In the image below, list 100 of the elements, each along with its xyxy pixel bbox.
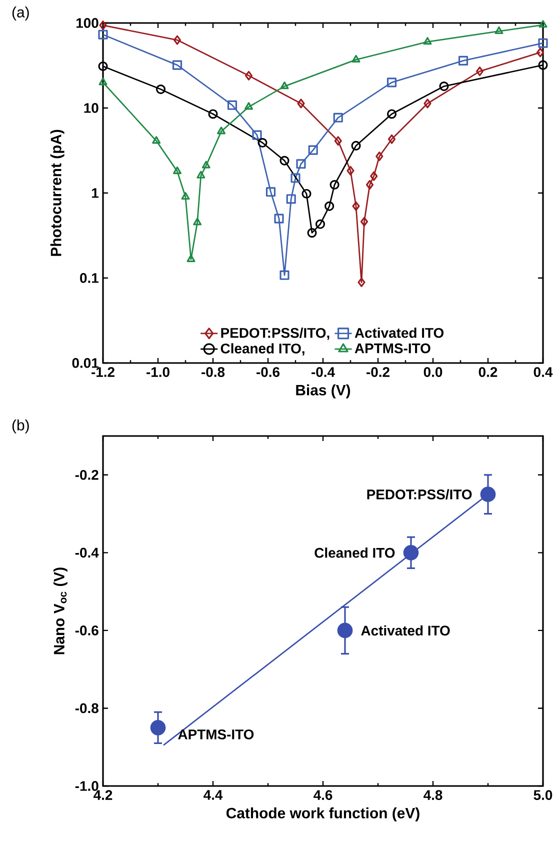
point bbox=[538, 38, 548, 48]
point bbox=[99, 20, 107, 30]
point bbox=[302, 188, 312, 199]
point bbox=[280, 156, 290, 166]
point bbox=[152, 136, 161, 144]
x-tick-label: 0.0 bbox=[424, 367, 442, 377]
point bbox=[156, 84, 166, 94]
point bbox=[388, 134, 396, 144]
point bbox=[196, 170, 206, 178]
point bbox=[458, 56, 468, 66]
y-axis-title: Nano V$_{oc}$ (V) bbox=[53, 568, 68, 654]
point bbox=[337, 622, 353, 638]
x-tick-label: 4.8 bbox=[424, 790, 442, 800]
point bbox=[98, 61, 108, 72]
point bbox=[424, 98, 432, 108]
legend-label: PEDOT:PSS/ITO, bbox=[221, 328, 330, 340]
y-tick-label: 0.1 bbox=[80, 273, 98, 283]
point bbox=[476, 66, 484, 76]
point bbox=[360, 216, 368, 226]
point bbox=[290, 173, 300, 183]
annotation: Cleaned ITO bbox=[314, 548, 395, 558]
point bbox=[403, 544, 419, 560]
point bbox=[227, 100, 238, 110]
y-tick-label: -0.2 bbox=[75, 470, 98, 480]
point bbox=[173, 35, 182, 45]
point bbox=[173, 166, 182, 174]
point bbox=[307, 228, 317, 238]
y-tick-label: -0.4 bbox=[75, 548, 99, 558]
point bbox=[386, 109, 397, 119]
x-tick-label: 5.0 bbox=[534, 790, 552, 800]
point bbox=[297, 98, 305, 108]
point bbox=[358, 278, 366, 288]
point bbox=[172, 60, 182, 70]
point bbox=[202, 160, 210, 168]
x-tick-label: 4.2 bbox=[94, 790, 112, 800]
point bbox=[274, 214, 284, 224]
point bbox=[334, 136, 342, 146]
point bbox=[315, 219, 326, 229]
x-tick-label: -0.6 bbox=[256, 367, 280, 377]
y-tick-label: 10 bbox=[84, 103, 98, 113]
point bbox=[280, 82, 289, 90]
point bbox=[186, 254, 196, 262]
point bbox=[98, 30, 108, 40]
y-tick-label: -1.0 bbox=[75, 781, 98, 791]
annotation: PEDOT:PSS/ITO bbox=[367, 489, 472, 500]
x-tick-label: -1.2 bbox=[92, 367, 114, 377]
point bbox=[252, 130, 262, 140]
point bbox=[280, 270, 290, 280]
x-tick-label: -0.2 bbox=[366, 367, 390, 377]
y-tick-label: 0.01 bbox=[72, 358, 98, 368]
y-tick-label: 100 bbox=[76, 18, 98, 28]
point bbox=[352, 201, 360, 211]
point bbox=[480, 486, 496, 502]
point bbox=[494, 26, 504, 34]
point bbox=[351, 140, 361, 150]
x-tick-label: -0.4 bbox=[312, 367, 335, 377]
point bbox=[308, 145, 318, 155]
legend-label: APTMS-ITO bbox=[354, 343, 430, 354]
x-tick-label: -0.8 bbox=[202, 367, 225, 377]
point bbox=[98, 78, 108, 86]
x-tick-label: 0.2 bbox=[478, 367, 498, 377]
y-tick-label: -0.6 bbox=[75, 625, 98, 636]
y-axis-title: Photocurrent (pA) bbox=[50, 130, 64, 256]
point bbox=[352, 54, 360, 62]
point bbox=[333, 112, 343, 122]
point bbox=[538, 60, 548, 70]
point bbox=[286, 194, 296, 204]
x-tick-label: 4.6 bbox=[314, 790, 332, 800]
point bbox=[150, 720, 166, 736]
point bbox=[536, 48, 544, 58]
x-tick-label: -1.0 bbox=[146, 367, 170, 377]
point bbox=[439, 82, 449, 92]
legend-label: Cleaned ITO, bbox=[220, 343, 304, 356]
point bbox=[244, 70, 253, 80]
point bbox=[208, 109, 218, 119]
point bbox=[193, 218, 202, 226]
point bbox=[181, 192, 190, 200]
point bbox=[244, 102, 253, 110]
y-tick-label: -0.8 bbox=[75, 703, 98, 714]
point bbox=[217, 126, 226, 134]
x-tick-label: 4.4 bbox=[204, 790, 223, 800]
legend-label: Activated ITO bbox=[354, 328, 444, 338]
point bbox=[296, 159, 306, 169]
point bbox=[386, 78, 397, 88]
point bbox=[423, 37, 432, 45]
point bbox=[330, 180, 340, 190]
point bbox=[266, 187, 276, 197]
x-tick-label: 0.4 bbox=[534, 367, 553, 377]
annotation: Activated ITO bbox=[361, 625, 450, 636]
chart-title: (b) bbox=[12, 420, 29, 434]
y-tick-label: 1 bbox=[92, 188, 98, 198]
x-axis-title: Cathode work function (eV) bbox=[226, 807, 420, 822]
point bbox=[324, 201, 334, 211]
point bbox=[376, 152, 384, 162]
point bbox=[258, 138, 268, 148]
point bbox=[366, 180, 374, 190]
point bbox=[370, 171, 378, 181]
annotation: APTMS-ITO bbox=[178, 729, 254, 740]
x-axis-title: Bias (V) bbox=[296, 384, 350, 398]
chart-title: (a) bbox=[12, 6, 29, 20]
